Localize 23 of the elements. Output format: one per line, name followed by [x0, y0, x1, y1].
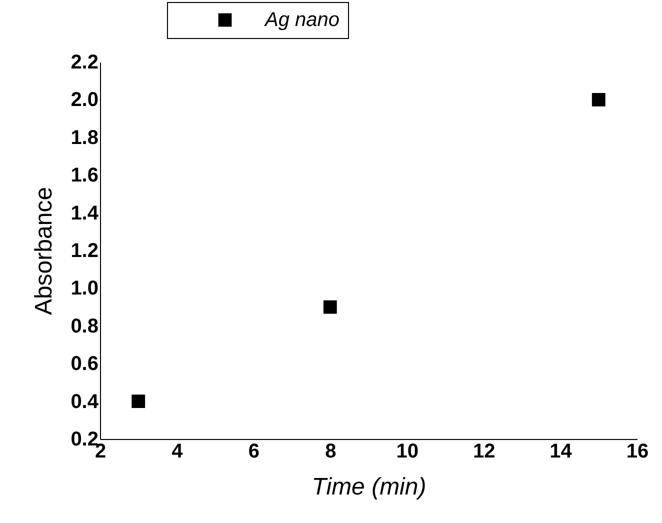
x-tick-label: 16 — [626, 440, 649, 462]
y-tick-label: 0.6 — [70, 353, 98, 376]
point — [592, 92, 606, 106]
x-tick-label: 8 — [325, 440, 336, 462]
y-tick-label: 1.0 — [70, 278, 98, 300]
point — [323, 300, 337, 314]
y-tick-label: 1.4 — [70, 202, 100, 224]
point — [132, 394, 146, 408]
y-tick-label: 0.4 — [70, 390, 100, 413]
y-tick-label: 1.8 — [70, 126, 98, 149]
legend-label: Ag nano — [264, 9, 340, 31]
x-tick-label: 12 — [472, 440, 496, 462]
y-tick-label: 0.8 — [70, 315, 98, 338]
y-tick-label: 1.6 — [70, 164, 98, 187]
x-axis-title: Time (min) — [312, 474, 426, 500]
x-tick-label: 6 — [248, 440, 260, 462]
y-tick-label: 2.2 — [70, 52, 98, 74]
y-tick-label: 2.0 — [70, 89, 98, 112]
y-axis-title: Absorbance — [30, 186, 58, 316]
y-tick-label: 1.2 — [70, 240, 98, 262]
x-tick-label: 4 — [172, 440, 184, 462]
x-tick-label: 10 — [396, 440, 418, 462]
x-tick-label: 14 — [550, 440, 573, 462]
